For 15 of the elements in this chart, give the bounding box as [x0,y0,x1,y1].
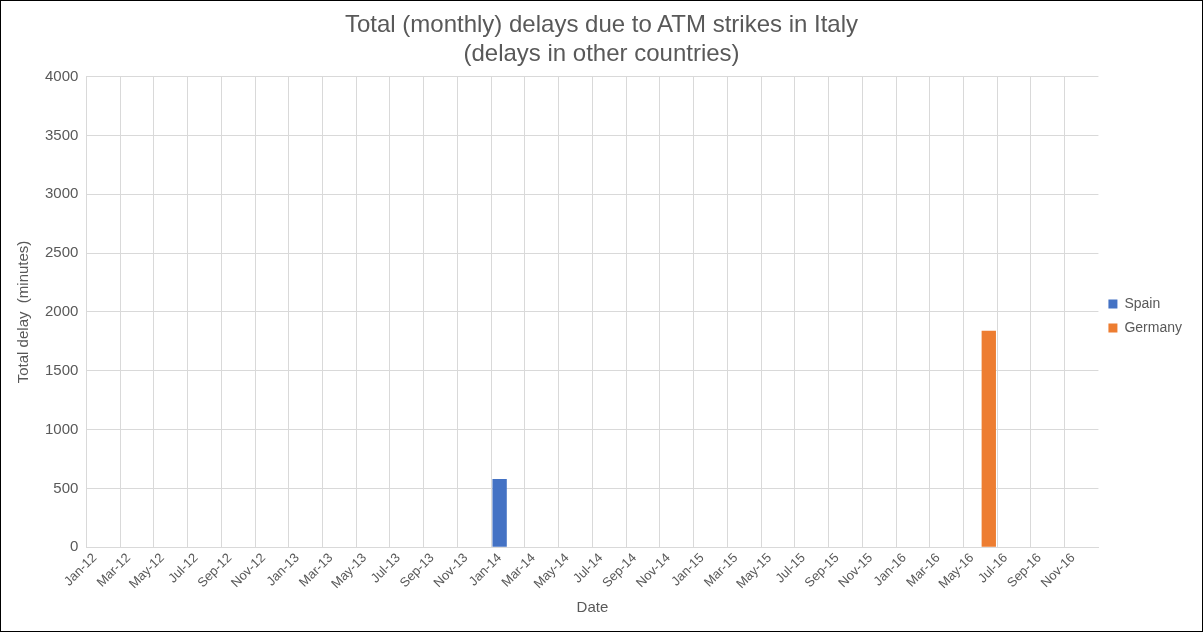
y-tick-label: 0 [70,537,79,555]
y-tick-label: 3500 [44,125,79,143]
legend-label: Spain [1124,294,1161,311]
y-axis-title: Total delay (minutes) [14,240,32,384]
chart-title: Total (monthly) delays due to ATM strikes in Italy [344,10,859,38]
y-tick-label: 1000 [44,419,79,437]
y-tick-label: 2000 [44,302,79,320]
chart-subtitle: (delays in other countries) [463,38,740,66]
legend-label: Germany [1124,318,1183,335]
y-tick-label: 2500 [44,243,79,261]
x-axis-title: Date [576,598,609,616]
y-tick-label: 1500 [44,360,79,378]
y-tick-label: 4000 [44,66,79,84]
y-tick-label: 500 [53,478,79,496]
y-tick-label: 3000 [44,184,79,202]
